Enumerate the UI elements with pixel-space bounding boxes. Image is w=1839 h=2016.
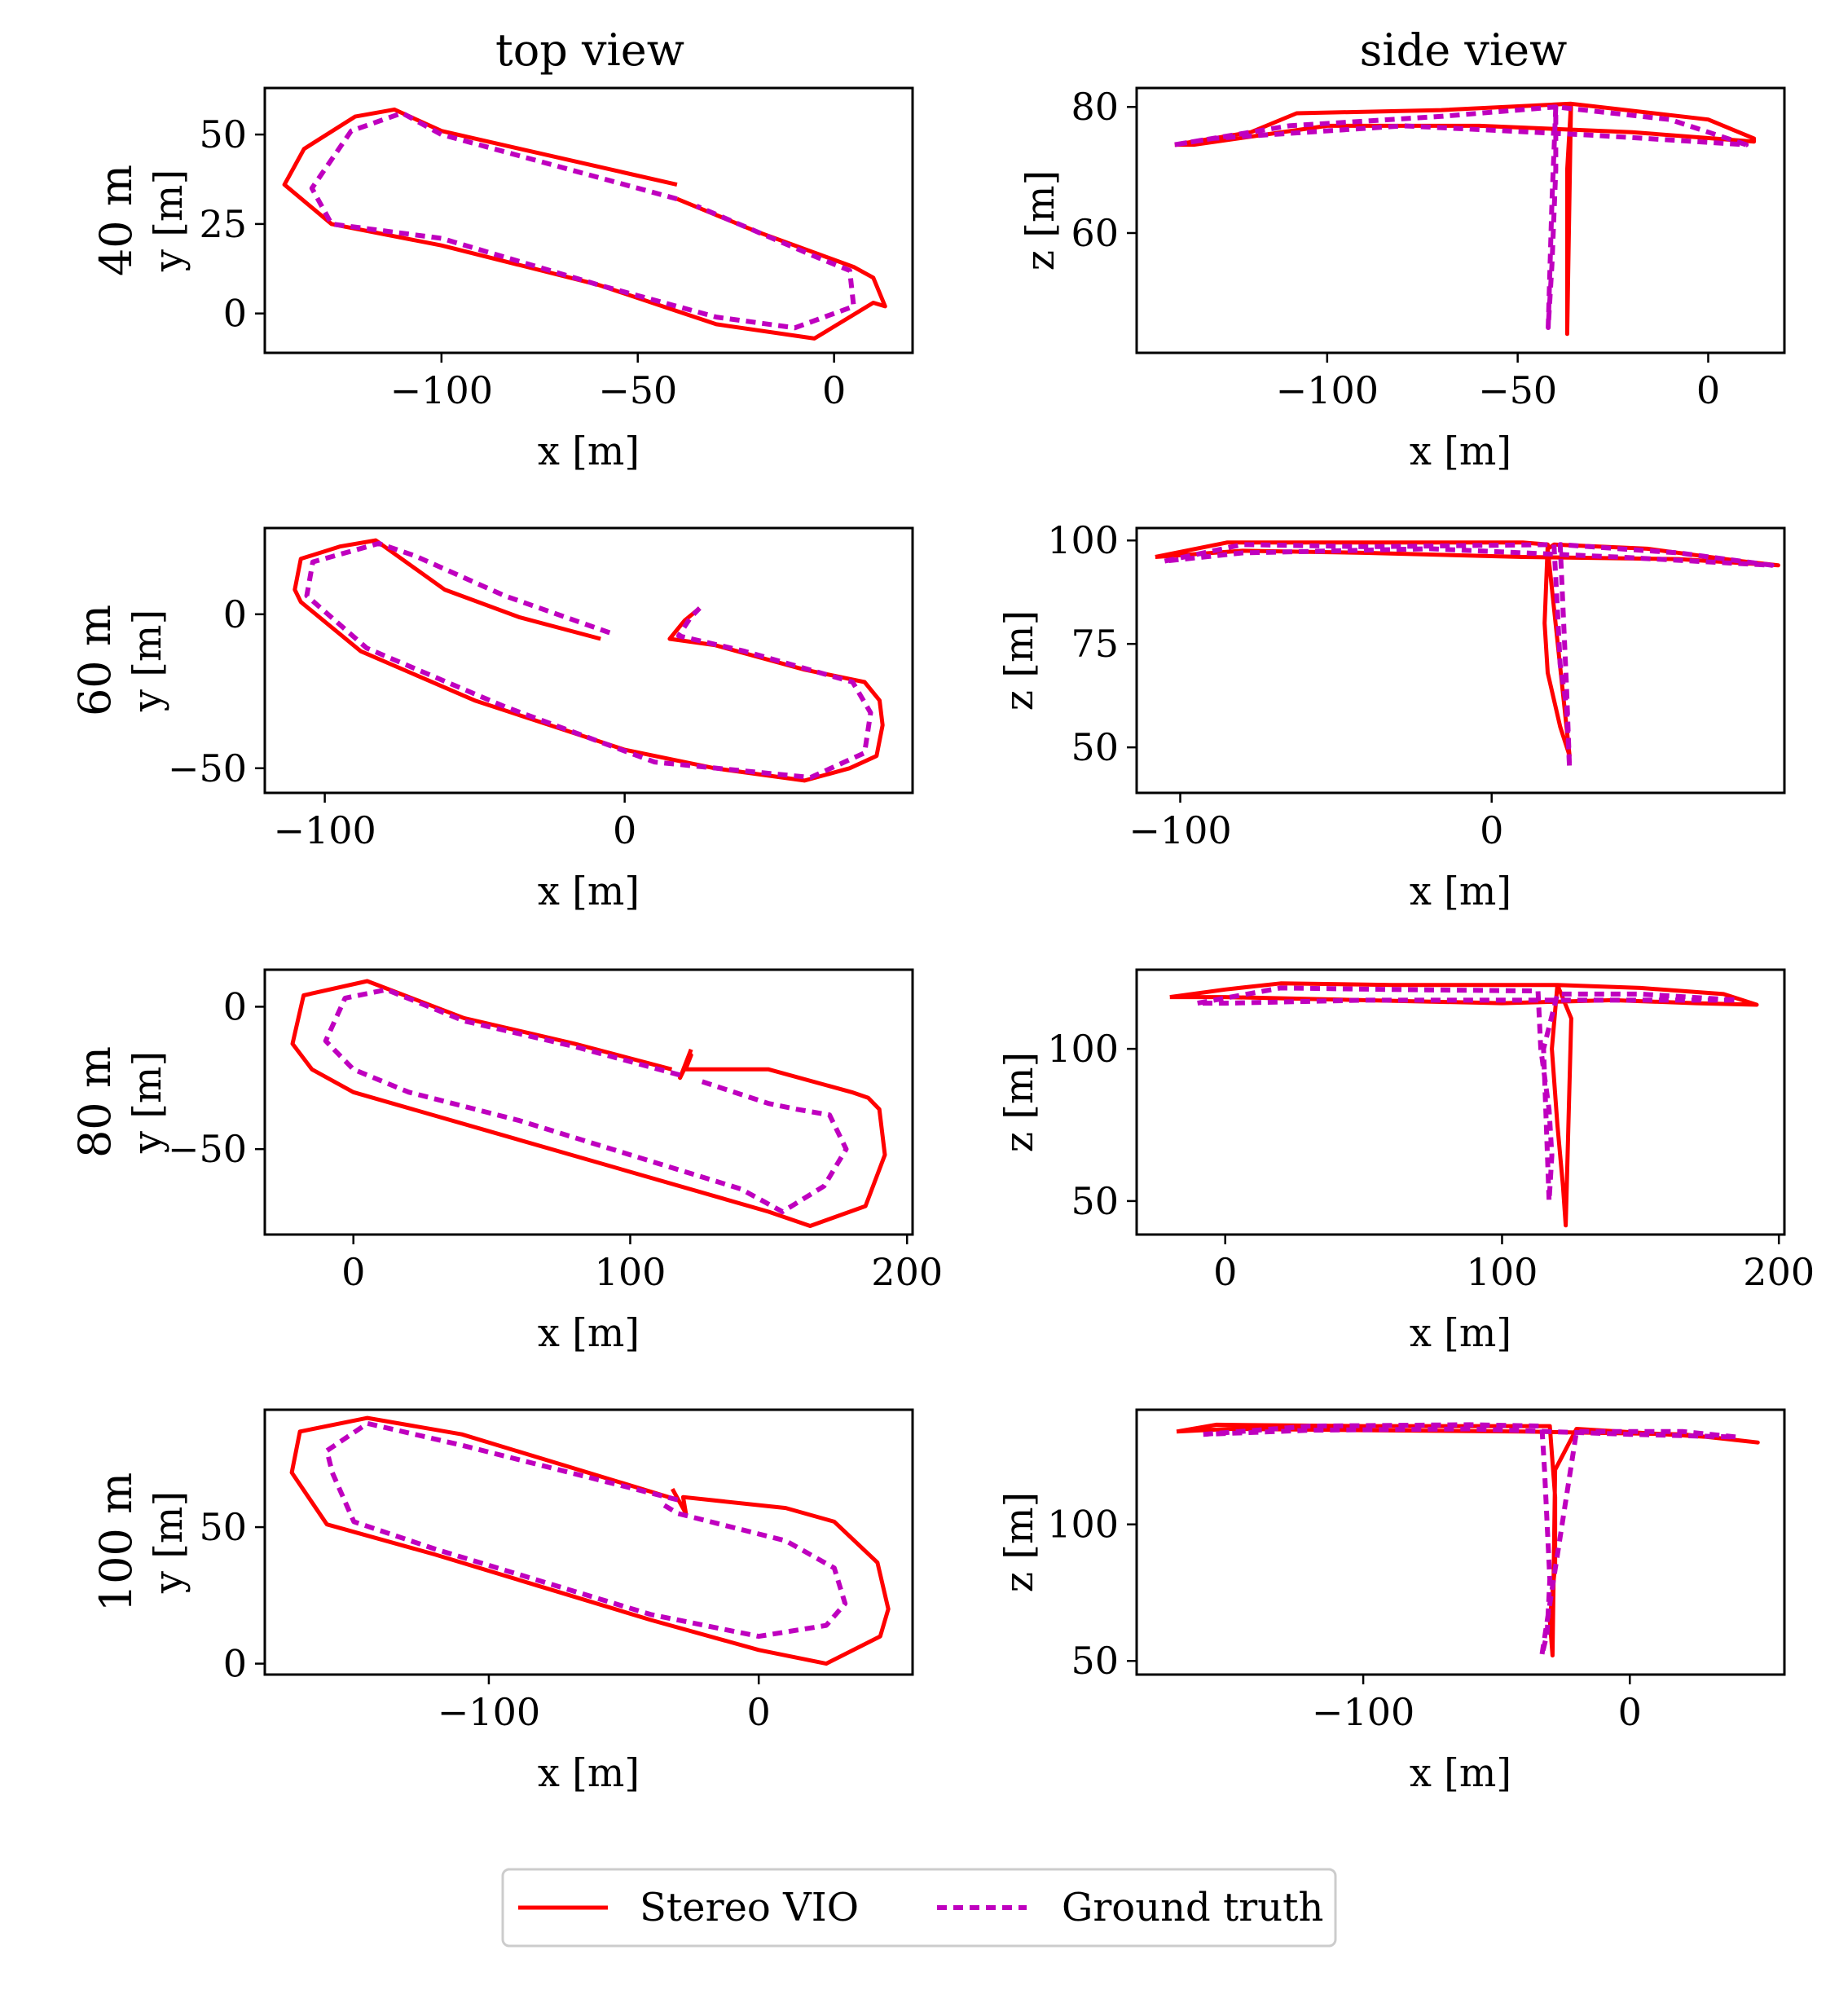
x-tick-label: −50: [1478, 368, 1557, 412]
series-line-ground-truth: [1203, 1422, 1740, 1658]
panel-40-m-top-view: −100 −50 0 0 25 50 x [m] y [m]: [146, 86, 914, 474]
y-tick-label: 100: [1047, 1503, 1119, 1547]
series-line-ground-truth: [304, 540, 873, 781]
y-tick-label: 50: [1071, 1179, 1119, 1223]
axes-frame: [1135, 1408, 1786, 1676]
panel-100-m-side-view: −100 0 50 100 x [m] z [m]: [996, 1408, 1786, 1796]
x-tick-label: −100: [1276, 368, 1379, 412]
series-line-ground-truth: [1197, 985, 1740, 1204]
legend-label-ground-truth: Ground truth: [1062, 1885, 1323, 1930]
axes-frame: [1135, 526, 1786, 795]
x-tick-label: 0: [822, 368, 846, 412]
y-tick-label: −50: [168, 1127, 247, 1171]
x-axis-label: x [m]: [538, 1750, 640, 1796]
x-tick-label: 0: [1696, 368, 1720, 412]
series-line-stereo-vio: [290, 979, 887, 1228]
row-label: 80 m: [69, 1046, 121, 1158]
series-line-stereo-vio: [293, 538, 885, 783]
y-tick-label: 50: [199, 112, 247, 156]
y-tick-label: 100: [1047, 518, 1119, 562]
x-axis-label: x [m]: [1410, 1310, 1511, 1356]
y-axis-label: y [m]: [146, 169, 191, 272]
x-axis-label: x [m]: [1410, 429, 1511, 474]
legend-label-stereo-vio: Stereo VIO: [640, 1885, 859, 1930]
y-tick-label: 0: [223, 984, 247, 1028]
x-tick-label: 200: [871, 1250, 943, 1294]
y-tick-label: 100: [1047, 1027, 1119, 1071]
y-tick-label: −50: [168, 746, 247, 790]
y-tick-label: 80: [1071, 85, 1119, 129]
x-axis-label: x [m]: [1410, 1750, 1511, 1796]
y-tick-label: 0: [223, 592, 247, 636]
y-axis-label: z [m]: [1018, 170, 1063, 271]
y-axis-label: z [m]: [996, 1052, 1042, 1153]
panel-60-m-side-view: −100 0 50 75 100 x [m] z [m]: [996, 518, 1786, 914]
series-line-ground-truth: [324, 1420, 848, 1640]
legend: Stereo VIO Ground truth: [501, 1868, 1337, 1948]
panel-80-m-top-view: 0 100 200 −50 0 x [m] y [m]: [125, 968, 943, 1356]
x-tick-label: −100: [438, 1690, 540, 1734]
y-axis-label: z [m]: [996, 1492, 1042, 1593]
x-tick-label: 0: [747, 1690, 771, 1734]
series-line-stereo-vio: [289, 1415, 891, 1666]
y-tick-label: 50: [1071, 1639, 1119, 1683]
y-tick-label: 50: [199, 1505, 247, 1549]
panel-60-m-top-view: −100 0 −50 0 x [m] y [m]: [125, 526, 914, 914]
y-axis-label: y [m]: [125, 610, 170, 712]
y-tick-label: 0: [223, 292, 247, 336]
x-tick-label: −100: [390, 368, 493, 412]
x-axis-label: x [m]: [1410, 869, 1511, 914]
series-line-ground-truth: [1164, 542, 1775, 771]
y-tick-label: 25: [199, 202, 247, 246]
x-axis-label: x [m]: [538, 429, 640, 474]
row-label: 60 m: [69, 605, 121, 716]
series-line-stereo-vio: [1176, 1422, 1760, 1657]
axes-frame: [263, 86, 914, 354]
y-tick-label: 0: [223, 1642, 247, 1686]
series-line-ground-truth: [1174, 104, 1749, 330]
series-line-stereo-vio: [282, 107, 887, 341]
axes-frame: [1135, 968, 1786, 1236]
panel-40-m-side-view: −100 −50 0 60 80 x [m] z [m]: [1018, 85, 1786, 474]
y-axis-label: z [m]: [996, 610, 1042, 711]
x-tick-label: −50: [598, 368, 677, 412]
x-tick-label: 100: [1467, 1250, 1538, 1294]
y-tick-label: 75: [1071, 622, 1119, 666]
x-tick-label: −100: [1312, 1690, 1414, 1734]
x-tick-label: 100: [595, 1250, 667, 1294]
column-title-side-view: side view: [1360, 24, 1568, 76]
axes-frame: [263, 526, 914, 795]
row-label: 100 m: [90, 1472, 142, 1612]
x-tick-label: 0: [1213, 1250, 1237, 1294]
row-labels: 40 m 60 m 80 m 100 m: [69, 165, 142, 1612]
series-line-ground-truth: [309, 110, 856, 331]
y-tick-label: 50: [1071, 725, 1119, 769]
y-tick-label: 60: [1071, 211, 1119, 255]
y-axis-label: y [m]: [125, 1051, 170, 1154]
x-tick-label: 0: [341, 1250, 365, 1294]
series-line-stereo-vio: [1155, 540, 1780, 758]
x-tick-label: 200: [1743, 1250, 1815, 1294]
axes-frame: [1135, 86, 1786, 354]
x-tick-label: −100: [1128, 808, 1231, 852]
panel-80-m-side-view: 0 100 200 50 100 x [m] z [m]: [996, 968, 1815, 1356]
subplot-grid: −100 −50 0 0 25 50 x [m] y [m] −100 −50 0 60 80 x [m]…: [125, 85, 1815, 1796]
axes-frame: [263, 1408, 914, 1676]
panel-100-m-top-view: −100 0 0 50 x [m] y [m]: [146, 1408, 914, 1796]
x-axis-label: x [m]: [538, 1310, 640, 1356]
series-line-ground-truth: [323, 987, 849, 1214]
x-tick-label: −100: [273, 808, 376, 852]
x-tick-label: 0: [1480, 808, 1503, 852]
x-tick-label: 0: [1618, 1690, 1642, 1734]
column-title-top-view: top view: [495, 24, 684, 76]
x-axis-label: x [m]: [538, 869, 640, 914]
y-axis-label: y [m]: [146, 1491, 191, 1594]
series-line-stereo-vio: [1169, 981, 1759, 1228]
row-label: 40 m: [90, 165, 142, 276]
axes-frame: [263, 968, 914, 1236]
legend-frame: [501, 1868, 1337, 1948]
x-tick-label: 0: [613, 808, 636, 852]
